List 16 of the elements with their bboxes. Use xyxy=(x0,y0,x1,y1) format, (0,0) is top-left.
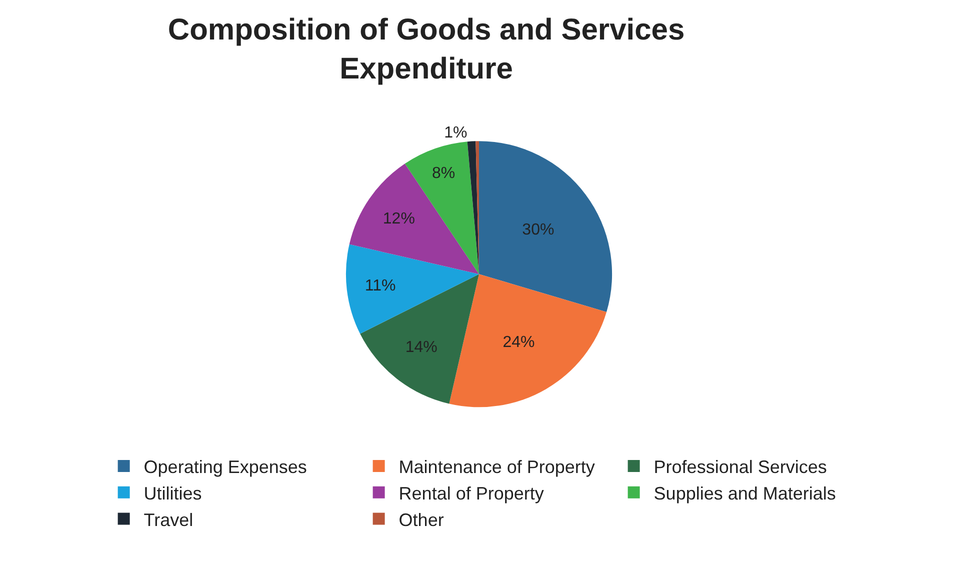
data-label: 11% xyxy=(364,277,396,294)
legend-label: Maintenance of Property xyxy=(398,456,595,477)
data-label: 30% xyxy=(522,221,554,238)
data-label: 24% xyxy=(502,334,535,351)
legend-label: Professional Services xyxy=(654,456,827,477)
legend-label: Travel xyxy=(144,510,194,530)
legend-label: Other xyxy=(398,510,444,530)
legend-label: Supplies and Materials xyxy=(654,483,836,504)
legend-label: Utilities xyxy=(144,483,202,504)
data-label: 1% xyxy=(444,124,468,142)
data-label: 12% xyxy=(382,210,415,228)
legend-label: Rental of Property xyxy=(398,483,544,504)
chart-title: Composition of Goods and Services Expenditure xyxy=(168,14,685,86)
data-label: 8% xyxy=(432,165,456,182)
data-label: 14% xyxy=(405,338,438,356)
legend-label: Operating Expenses xyxy=(144,456,307,477)
